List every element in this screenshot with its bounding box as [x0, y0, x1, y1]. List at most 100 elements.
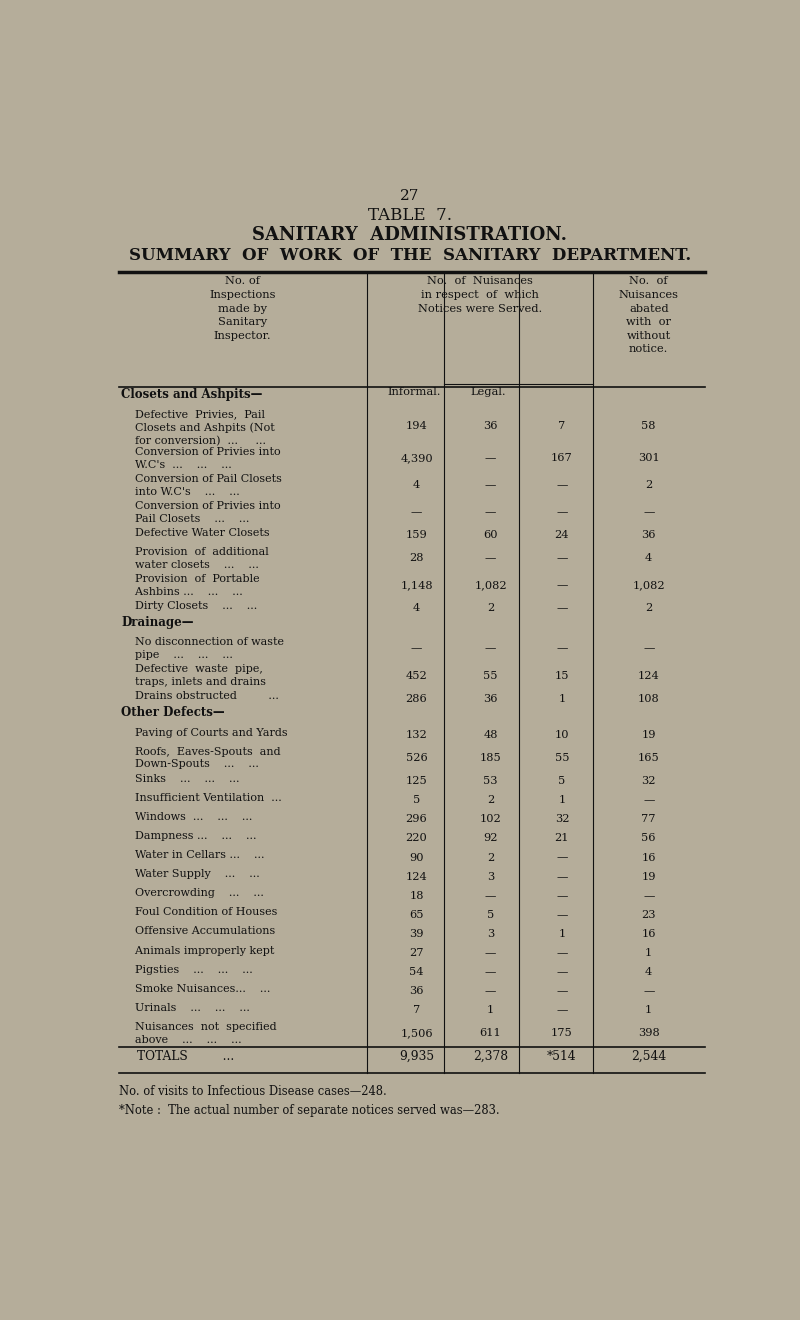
Text: Foul Condition of Houses: Foul Condition of Houses: [121, 907, 278, 917]
Text: TOTALS         ...: TOTALS ...: [137, 1049, 234, 1063]
Text: 1: 1: [558, 693, 566, 704]
Text: —: —: [556, 1006, 567, 1015]
Text: 611: 611: [480, 1028, 502, 1039]
Text: 4: 4: [645, 968, 652, 977]
Text: 1,148: 1,148: [400, 581, 433, 590]
Text: 5: 5: [558, 776, 566, 787]
Text: SUMMARY  OF  WORK  OF  THE  SANITARY  DEPARTMENT.: SUMMARY OF WORK OF THE SANITARY DEPARTME…: [129, 247, 691, 264]
Text: 526: 526: [406, 754, 427, 763]
Text: 5: 5: [487, 909, 494, 920]
Text: 36: 36: [642, 531, 656, 540]
Text: No. of
Inspections
made by
Sanitary
Inspector.: No. of Inspections made by Sanitary Insp…: [210, 276, 276, 341]
Text: 1: 1: [645, 948, 652, 958]
Text: Dirty Closets    ...    ...: Dirty Closets ... ...: [121, 601, 258, 611]
Text: 27: 27: [410, 948, 424, 958]
Text: Overcrowding    ...    ...: Overcrowding ... ...: [121, 888, 264, 898]
Text: Conversion of Privies into
    Pail Closets    ...    ...: Conversion of Privies into Pail Closets …: [121, 500, 281, 524]
Text: 92: 92: [483, 833, 498, 843]
Text: —: —: [556, 644, 567, 653]
Text: SANITARY  ADMINISTRATION.: SANITARY ADMINISTRATION.: [253, 227, 567, 244]
Text: 220: 220: [406, 833, 427, 843]
Text: 23: 23: [642, 909, 656, 920]
Text: Offensive Accumulations: Offensive Accumulations: [121, 927, 275, 936]
Text: Defective  Privies,  Pail
    Closets and Ashpits (Not
    for conversion)  ... : Defective Privies, Pail Closets and Ashp…: [121, 409, 275, 446]
Text: —: —: [556, 948, 567, 958]
Text: 1: 1: [645, 1006, 652, 1015]
Text: 4: 4: [645, 553, 652, 564]
Text: 452: 452: [406, 671, 427, 681]
Text: 1,082: 1,082: [474, 581, 507, 590]
Text: Closets and Ashpits—: Closets and Ashpits—: [121, 388, 262, 401]
Text: 301: 301: [638, 453, 659, 463]
Text: Dampness ...    ...    ...: Dampness ... ... ...: [121, 830, 257, 841]
Text: 48: 48: [483, 730, 498, 741]
Text: Drains obstructed         ...: Drains obstructed ...: [121, 692, 279, 701]
Text: —: —: [485, 891, 496, 900]
Text: 3: 3: [487, 871, 494, 882]
Text: 19: 19: [642, 871, 656, 882]
Text: —: —: [556, 507, 567, 517]
Text: —: —: [556, 871, 567, 882]
Text: 7: 7: [413, 1006, 420, 1015]
Text: Sinks    ...    ...    ...: Sinks ... ... ...: [121, 774, 239, 784]
Text: 2,544: 2,544: [631, 1049, 666, 1063]
Text: 58: 58: [642, 421, 656, 432]
Text: TABLE  7.: TABLE 7.: [368, 207, 452, 224]
Text: 1: 1: [558, 929, 566, 939]
Text: 2: 2: [645, 480, 652, 490]
Text: 2,378: 2,378: [473, 1049, 508, 1063]
Text: 16: 16: [642, 929, 656, 939]
Text: 132: 132: [406, 730, 427, 741]
Text: 19: 19: [642, 730, 656, 741]
Text: Paving of Courts and Yards: Paving of Courts and Yards: [121, 727, 288, 738]
Text: —: —: [485, 968, 496, 977]
Text: 125: 125: [406, 776, 427, 787]
Text: 36: 36: [483, 693, 498, 704]
Text: *Note :  The actual number of separate notices served was—283.: *Note : The actual number of separate no…: [118, 1104, 499, 1117]
Text: —: —: [485, 553, 496, 564]
Text: —: —: [485, 453, 496, 463]
Text: 1: 1: [558, 795, 566, 805]
Text: 36: 36: [410, 986, 424, 997]
Text: 32: 32: [554, 814, 569, 824]
Text: —: —: [556, 853, 567, 862]
Text: 27: 27: [400, 189, 420, 203]
Text: 3: 3: [487, 929, 494, 939]
Text: —: —: [411, 507, 422, 517]
Text: 102: 102: [480, 814, 502, 824]
Text: 167: 167: [551, 453, 573, 463]
Text: 124: 124: [406, 871, 427, 882]
Text: *514: *514: [547, 1049, 577, 1063]
Text: —: —: [556, 986, 567, 997]
Text: 16: 16: [642, 853, 656, 862]
Text: —: —: [556, 480, 567, 490]
Text: 18: 18: [410, 891, 424, 900]
Text: No.  of  Nuisances
in respect  of  which
Notices were Served.: No. of Nuisances in respect of which Not…: [418, 276, 542, 314]
Text: Smoke Nuisances...    ...: Smoke Nuisances... ...: [121, 983, 270, 994]
Text: 5: 5: [413, 795, 420, 805]
Text: 398: 398: [638, 1028, 659, 1039]
Text: Informal.: Informal.: [388, 387, 442, 397]
Text: Water in Cellars ...    ...: Water in Cellars ... ...: [121, 850, 265, 861]
Text: —: —: [485, 986, 496, 997]
Text: 194: 194: [406, 421, 427, 432]
Text: —: —: [643, 891, 654, 900]
Text: 77: 77: [642, 814, 656, 824]
Text: 2: 2: [645, 603, 652, 614]
Text: —: —: [556, 553, 567, 564]
Text: 15: 15: [554, 671, 569, 681]
Text: 159: 159: [406, 531, 427, 540]
Text: 4,390: 4,390: [400, 453, 433, 463]
Text: 1,082: 1,082: [632, 581, 665, 590]
Text: —: —: [485, 644, 496, 653]
Text: 56: 56: [642, 833, 656, 843]
Text: 53: 53: [483, 776, 498, 787]
Text: —: —: [485, 948, 496, 958]
Text: Conversion of Pail Closets
    into W.C's    ...    ...: Conversion of Pail Closets into W.C's ..…: [121, 474, 282, 496]
Text: 36: 36: [483, 421, 498, 432]
Text: Water Supply    ...    ...: Water Supply ... ...: [121, 869, 260, 879]
Text: 165: 165: [638, 754, 659, 763]
Text: —: —: [643, 644, 654, 653]
Text: 55: 55: [554, 754, 569, 763]
Text: 28: 28: [410, 553, 424, 564]
